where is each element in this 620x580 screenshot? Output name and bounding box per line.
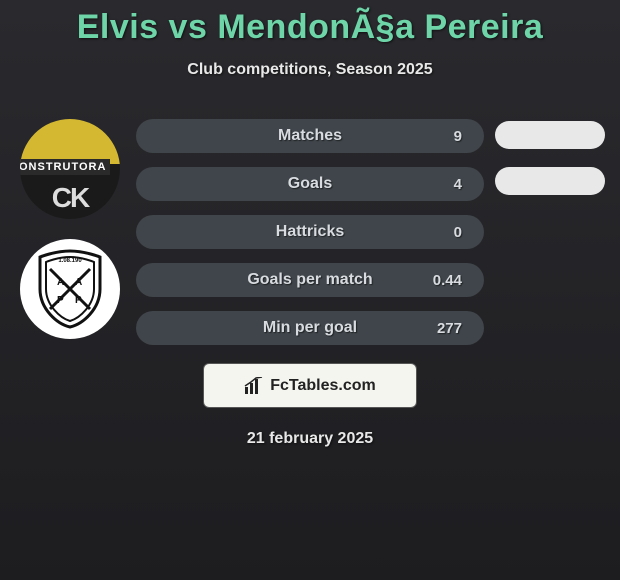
club-shield-icon: 1.08.190 A A P P xyxy=(35,249,105,329)
chart-icon xyxy=(244,377,264,395)
stat-row-gpm: Goals per match 0.44 xyxy=(136,263,484,297)
comparison-pill xyxy=(495,121,605,149)
subtitle: Club competitions, Season 2025 xyxy=(0,61,620,79)
player2-avatar: 1.08.190 A A P P xyxy=(20,239,120,339)
shield-top-text: 1.08.190 xyxy=(58,258,82,264)
right-pill-column xyxy=(490,119,610,195)
stat-label: Goals xyxy=(288,175,332,193)
page-title: Elvis vs MendonÃ§a Pereira xyxy=(0,0,620,47)
stat-value: 9 xyxy=(454,128,462,145)
stat-label: Goals per match xyxy=(247,271,372,289)
stat-row-goals: Goals 4 xyxy=(136,167,484,201)
stats-column: Matches 9 Goals 4 Hattricks 0 Goals per … xyxy=(130,119,490,345)
player1-avatar: ONSTRUTORA CK xyxy=(20,119,120,219)
avatar-column: ONSTRUTORA CK 1.08.190 A A P P xyxy=(10,119,130,339)
svg-text:A: A xyxy=(57,277,64,288)
comparison-pill xyxy=(495,167,605,195)
branding-box: FcTables.com xyxy=(203,363,417,408)
svg-text:P: P xyxy=(75,295,82,306)
stat-row-hattricks: Hattricks 0 xyxy=(136,215,484,249)
stat-value: 0 xyxy=(454,224,462,241)
footer: FcTables.com xyxy=(0,363,620,408)
svg-text:A: A xyxy=(75,277,82,288)
date-text: 21 february 2025 xyxy=(0,430,620,448)
stat-value: 0.44 xyxy=(433,272,462,289)
avatar1-small-text: ONSTRUTORA xyxy=(20,159,110,175)
svg-text:P: P xyxy=(57,295,64,306)
stat-value: 4 xyxy=(454,176,462,193)
content-row: ONSTRUTORA CK 1.08.190 A A P P Matc xyxy=(0,79,620,345)
stat-label: Matches xyxy=(278,127,342,145)
stat-row-mpg: Min per goal 277 xyxy=(136,311,484,345)
avatar1-big-text: CK xyxy=(52,182,88,214)
stat-label: Hattricks xyxy=(276,223,344,241)
branding-text: FcTables.com xyxy=(270,377,376,395)
stat-row-matches: Matches 9 xyxy=(136,119,484,153)
stat-value: 277 xyxy=(437,320,462,337)
stat-label: Min per goal xyxy=(263,319,357,337)
